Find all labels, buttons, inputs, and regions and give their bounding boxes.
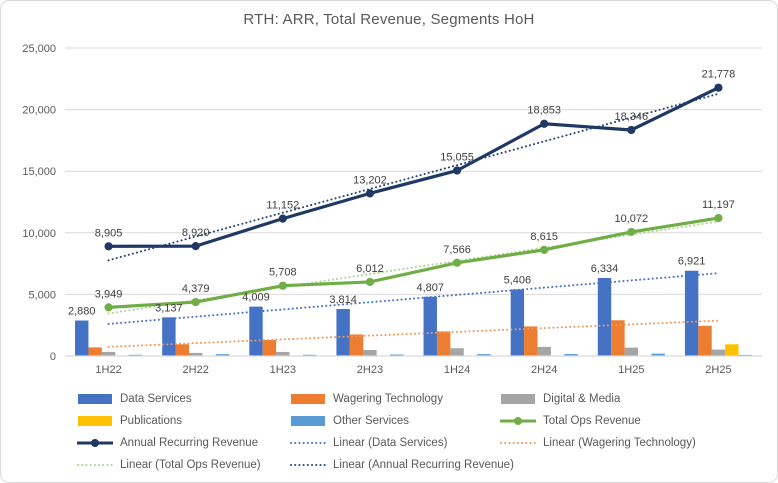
bar-wagering-technology-1H23 xyxy=(262,339,277,356)
y-axis-tick-label: 15,000 xyxy=(22,166,56,178)
bar-data-services-1H22 xyxy=(75,320,89,356)
bar-other-services-1H22 xyxy=(128,354,143,356)
marker-annual-recurring-revenue-1H24 xyxy=(452,166,462,175)
data-label-annual-recurring-revenue: 21,778 xyxy=(702,69,736,81)
bar-wagering-technology-1H22 xyxy=(88,347,102,356)
x-axis-tick-label: 1H23 xyxy=(270,364,296,376)
data-label-annual-recurring-revenue: 8,905 xyxy=(95,227,123,239)
bar-other-services-2H23 xyxy=(390,354,404,356)
bar-data-services-2H23 xyxy=(336,309,350,356)
marker-total-ops-revenue-1H23 xyxy=(278,281,287,290)
marker-total-ops-revenue-2H25 xyxy=(714,213,723,223)
bar-digital-media-2H24 xyxy=(537,346,551,356)
bar-wagering-technology-2H24 xyxy=(524,326,538,356)
bar-wagering-technology-1H24 xyxy=(436,331,451,356)
y-axis-tick-label: 0 xyxy=(50,351,56,363)
data-label-annual-recurring-revenue: 13,202 xyxy=(353,174,387,186)
data-label-annual-recurring-revenue: 8,920 xyxy=(182,227,210,239)
x-axis-tick-label: 1H22 xyxy=(95,364,121,376)
bar-wagering-technology-2H22 xyxy=(175,344,189,356)
data-label-data-services: 6,334 xyxy=(591,263,619,275)
y-axis-tick-label: 10,000 xyxy=(22,228,56,240)
marker-annual-recurring-revenue-2H24 xyxy=(540,119,549,128)
data-label-annual-recurring-revenue: 18,346 xyxy=(614,111,648,123)
bar-wagering-technology-1H25 xyxy=(611,320,625,356)
y-axis-tick-label: 25,000 xyxy=(22,43,56,55)
bar-data-services-2H22 xyxy=(162,317,176,356)
chart-title: RTH: ARR, Total Revenue, Segments HoH xyxy=(243,11,535,28)
marker-annual-recurring-revenue-2H25 xyxy=(714,83,723,92)
bar-other-services-1H23 xyxy=(302,354,317,356)
data-label-data-services: 3,137 xyxy=(155,302,183,314)
marker-annual-recurring-revenue-1H22 xyxy=(104,242,113,251)
data-label-total-ops-revenue: 6,012 xyxy=(356,263,384,275)
data-label-data-services: 6,921 xyxy=(678,256,706,268)
bar-data-services-2H25 xyxy=(684,270,699,356)
marker-annual-recurring-revenue-2H23 xyxy=(365,189,375,198)
bar-digital-media-1H22 xyxy=(101,351,116,356)
marker-total-ops-revenue-2H24 xyxy=(540,245,549,254)
data-label-total-ops-revenue: 5,708 xyxy=(269,267,297,279)
bar-wagering-technology-2H25 xyxy=(698,325,712,356)
data-label-total-ops-revenue: 3,949 xyxy=(95,288,123,300)
x-axis-tick-label: 2H24 xyxy=(531,364,557,376)
bar-digital-media-1H25 xyxy=(624,347,639,356)
x-axis-tick-label: 1H24 xyxy=(444,364,470,376)
marker-total-ops-revenue-1H24 xyxy=(452,258,462,267)
x-axis-tick-label: 2H22 xyxy=(183,364,209,376)
data-label-annual-recurring-revenue: 15,055 xyxy=(440,152,474,164)
x-axis-tick-label: 2H25 xyxy=(705,364,731,376)
marker-total-ops-revenue-2H23 xyxy=(365,277,375,287)
marker-total-ops-revenue-2H22 xyxy=(191,297,200,307)
trendline-linear-wagering-technology xyxy=(107,319,720,348)
bar-digital-media-2H25 xyxy=(711,349,726,356)
series-line-total-ops-revenue xyxy=(106,216,721,309)
bar-wagering-technology-2H23 xyxy=(349,334,364,356)
bar-digital-media-2H23 xyxy=(363,349,377,356)
data-label-total-ops-revenue: 4,379 xyxy=(182,283,210,295)
data-label-total-ops-revenue: 10,072 xyxy=(614,213,648,225)
y-axis-tick-label: 20,000 xyxy=(22,105,56,117)
data-label-total-ops-revenue: 8,615 xyxy=(530,231,558,243)
data-label-data-services: 3,814 xyxy=(329,294,357,306)
bar-other-services-2H22 xyxy=(215,354,230,356)
data-label-data-services: 2,880 xyxy=(68,306,96,318)
bar-digital-media-1H24 xyxy=(450,348,464,356)
bar-publications-2H25 xyxy=(725,344,739,356)
bar-data-services-1H25 xyxy=(597,277,612,356)
data-label-data-services: 4,009 xyxy=(242,292,270,304)
data-label-total-ops-revenue: 7,566 xyxy=(443,244,471,256)
bar-digital-media-1H23 xyxy=(276,351,290,356)
data-label-annual-recurring-revenue: 11,152 xyxy=(266,200,299,212)
bar-data-services-2H24 xyxy=(510,289,525,356)
y-axis-tick-label: 5,000 xyxy=(28,289,56,301)
marker-annual-recurring-revenue-2H22 xyxy=(191,242,200,251)
series-line-annual-recurring-revenue xyxy=(106,86,721,248)
bar-data-services-1H24 xyxy=(423,296,437,356)
x-axis-tick-label: 2H23 xyxy=(357,364,383,376)
trendline-linear-data-services xyxy=(107,272,720,325)
x-axis-tick-label: 1H25 xyxy=(618,364,644,376)
marker-annual-recurring-revenue-1H23 xyxy=(278,214,287,223)
marker-total-ops-revenue-1H25 xyxy=(627,227,636,237)
bar-data-services-1H23 xyxy=(249,306,263,356)
data-label-data-services: 5,406 xyxy=(504,274,532,286)
marker-total-ops-revenue-1H22 xyxy=(104,303,113,312)
bar-other-services-1H25 xyxy=(651,353,665,356)
bar-other-services-1H24 xyxy=(477,354,491,356)
data-label-total-ops-revenue: 11,197 xyxy=(702,199,735,211)
marker-annual-recurring-revenue-1H25 xyxy=(627,125,636,135)
data-label-data-services: 4,807 xyxy=(416,282,444,294)
bar-digital-media-2H22 xyxy=(188,352,203,356)
bar-other-services-2H24 xyxy=(564,354,578,356)
data-label-annual-recurring-revenue: 18,853 xyxy=(527,105,561,117)
trendline-linear-annual-recurring-revenue xyxy=(107,92,720,262)
